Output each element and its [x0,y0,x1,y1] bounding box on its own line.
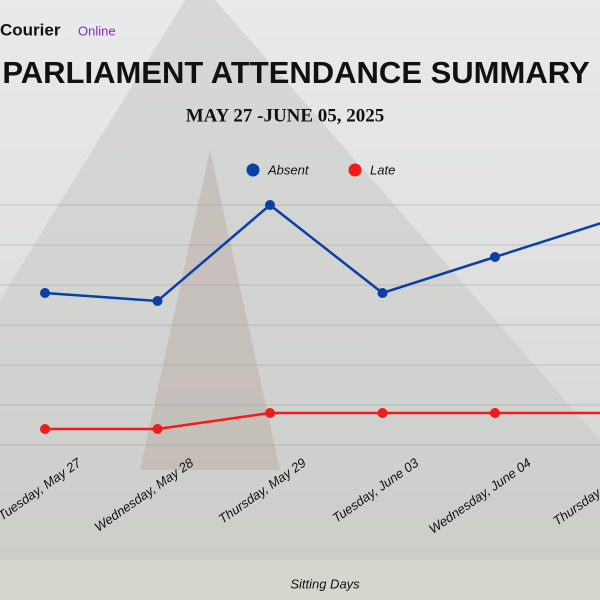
logo-suffix: Online [78,23,116,38]
data-point [377,288,388,298]
x-axis-label: Sitting Days [290,576,360,591]
data-point [490,252,500,262]
ground [0,560,600,600]
data-point [265,408,275,418]
legend-marker [348,163,362,177]
data-point [152,296,163,306]
logo-name: Courier [0,20,61,39]
data-point [265,200,275,210]
building-facade [140,150,280,470]
legend-label: Late [370,162,395,177]
data-point [40,288,50,298]
data-point [377,408,388,418]
chart-title: PARLIAMENT ATTENDANCE SUMMARY [2,55,590,90]
series-line [44,203,600,303]
data-point [490,408,500,418]
chart-subtitle: MAY 27 -JUNE 05, 2025 [186,105,385,126]
legend-marker [246,163,260,177]
series-line [45,411,600,431]
data-point [40,424,50,434]
legend-label: Absent [267,162,310,177]
data-point [152,424,163,434]
